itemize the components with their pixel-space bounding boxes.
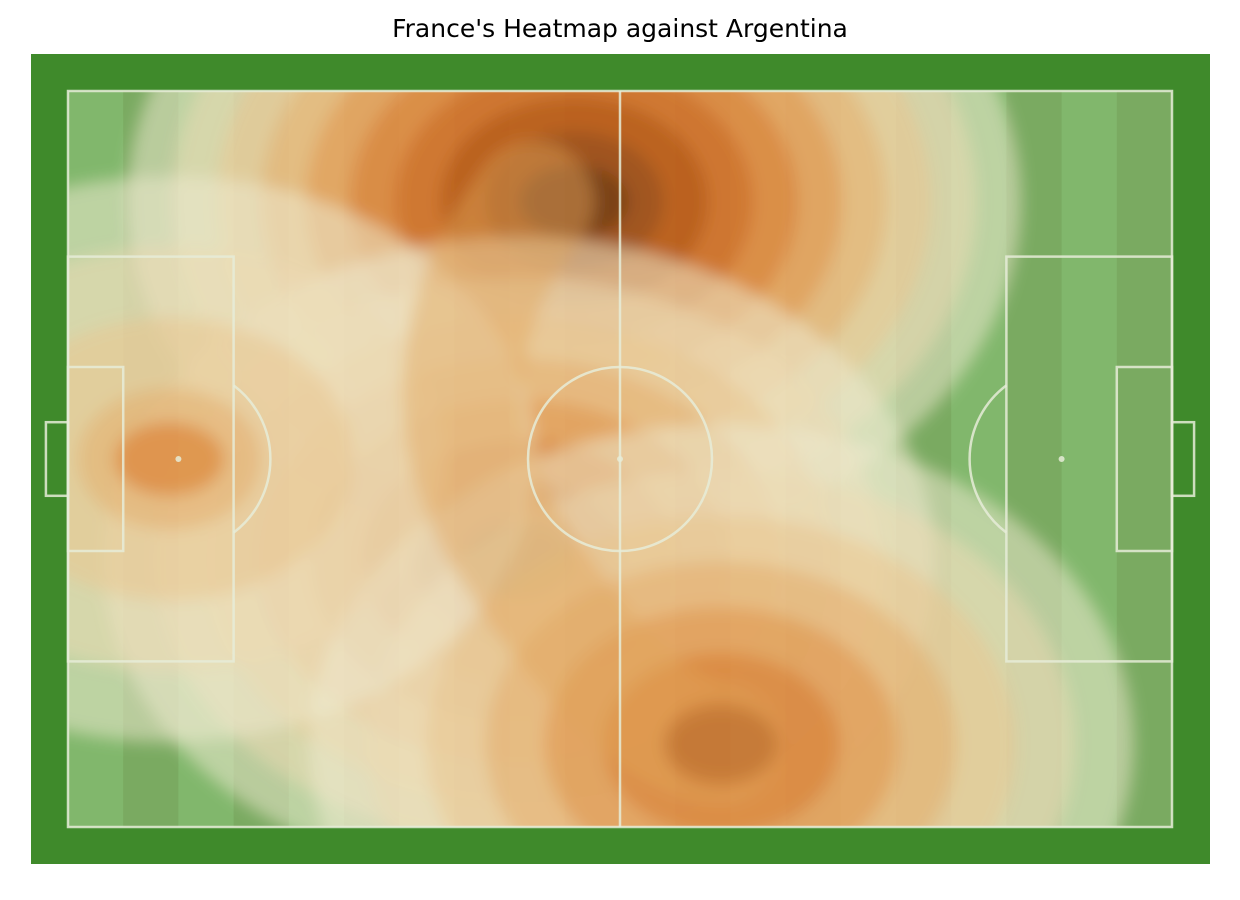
heatmap-band xyxy=(402,141,782,805)
chart-title: France's Heatmap against Argentina xyxy=(392,14,848,43)
centre-circle xyxy=(526,365,714,553)
right-goal xyxy=(1170,420,1196,498)
heatmap-peak xyxy=(114,422,225,496)
heatmap-contours xyxy=(68,91,1134,827)
left-penalty-arc xyxy=(232,384,272,534)
heatmap-layer xyxy=(68,91,1172,827)
left-goal xyxy=(44,420,70,498)
left-penalty-spot xyxy=(175,456,182,462)
pitch-markings xyxy=(44,89,1196,829)
centre-spot xyxy=(617,456,623,462)
right-penalty-spot xyxy=(1058,456,1065,462)
right-penalty-arc xyxy=(968,384,1008,534)
